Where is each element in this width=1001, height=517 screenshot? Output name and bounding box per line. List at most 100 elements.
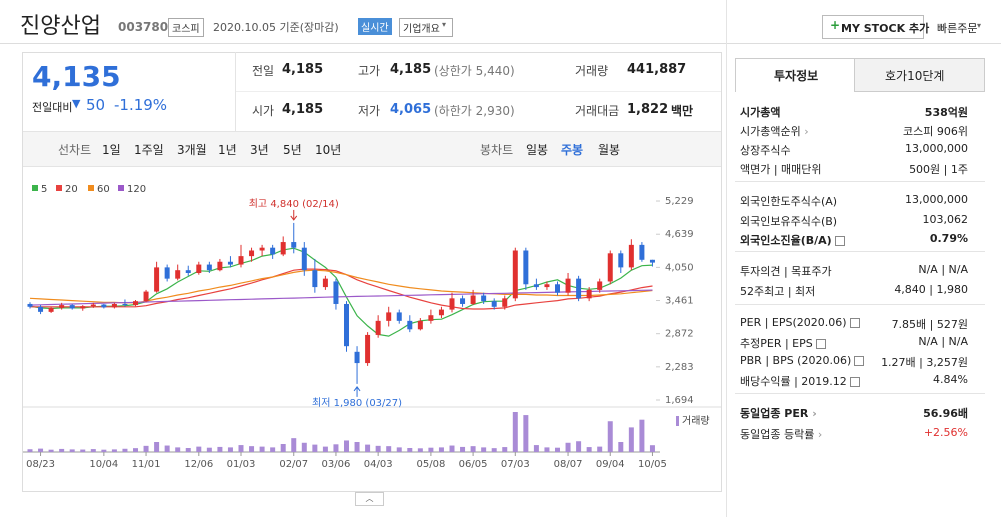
tab[interactable]: 월봉 — [598, 143, 621, 157]
change-label: 전일대비 — [32, 101, 73, 114]
candle-body — [333, 281, 339, 304]
volume-bar — [618, 442, 624, 452]
tab[interactable]: 10년 — [315, 143, 342, 157]
stock-code: 003780 — [118, 20, 169, 34]
candle-body — [438, 309, 444, 316]
volume-bar — [227, 447, 233, 452]
info-value: 코스피 906위 — [903, 125, 968, 138]
volume-bar — [628, 427, 634, 452]
volume-bar — [238, 445, 244, 452]
quote-label: 저가 — [358, 104, 381, 118]
candle-body — [322, 278, 328, 288]
volume-bar — [555, 447, 560, 452]
volume-bar — [533, 445, 539, 452]
volume-bar — [27, 449, 33, 452]
info-value: 0.79% — [929, 232, 968, 245]
info-label: 외국인소진율(B/A) — [740, 232, 845, 248]
mystock-button[interactable]: MY STOCK 추가 — [841, 22, 930, 35]
y-tick-label: 4,050 — [665, 262, 694, 273]
tab[interactable]: 일봉 — [526, 143, 549, 157]
volume-bar — [185, 448, 191, 452]
tab[interactable]: 1일 — [102, 143, 121, 157]
tab[interactable]: 5년 — [283, 143, 302, 157]
divider — [236, 91, 721, 92]
quick-order[interactable]: 빠른주문 — [937, 22, 978, 35]
annotation: 최고 4,840 (02/14) — [249, 198, 339, 210]
collapse-button[interactable]: ︿ — [355, 492, 384, 506]
y-tick-label: 3,461 — [665, 296, 694, 307]
info-label: 시가총액 — [740, 106, 781, 119]
candle-body — [291, 242, 297, 248]
quote-label: 전일 — [252, 64, 275, 78]
x-tick-label: 11/01 — [132, 459, 161, 470]
help-icon[interactable] — [834, 236, 845, 246]
info-label[interactable]: 시가총액순위 — [740, 123, 809, 139]
volume-bar — [354, 442, 360, 452]
info-value: 4.84% — [933, 373, 968, 386]
tab[interactable]: 주봉 — [561, 143, 584, 157]
separator — [735, 181, 985, 182]
volume-bar — [175, 447, 181, 452]
candle-body — [27, 303, 33, 307]
info-label[interactable]: 동일업종 PER — [740, 405, 817, 421]
volume-bar — [154, 442, 160, 452]
info-label: 외국인한도주식수(A) — [740, 195, 838, 208]
volume-bar — [90, 449, 96, 452]
info-value: 56.96배 — [923, 407, 968, 420]
volume-bar — [38, 448, 44, 452]
mystock-box[interactable] — [822, 15, 924, 39]
info-value: 1.27배 | 3,257원 — [881, 356, 968, 369]
volume-legend-swatch — [676, 416, 679, 426]
x-tick-label: 07/03 — [501, 459, 530, 470]
candle-body — [301, 247, 307, 271]
x-tick-label: 04/03 — [364, 459, 393, 470]
overview-button[interactable]: 기업개요 — [399, 18, 453, 37]
help-icon[interactable] — [849, 318, 860, 328]
panel-divider — [726, 0, 727, 517]
volume-bar — [407, 448, 413, 452]
volume-bar — [48, 449, 54, 452]
candle-body — [354, 351, 360, 364]
volume-bar — [639, 419, 645, 452]
volume-bar — [365, 444, 371, 452]
x-tick-label: 06/05 — [459, 459, 488, 470]
tab[interactable]: 1년 — [218, 143, 237, 157]
candle-body — [238, 256, 244, 265]
dropdown-icon: ▾ — [977, 21, 982, 30]
tab[interactable]: 3개월 — [177, 143, 207, 157]
x-tick-label: 08/07 — [554, 459, 583, 470]
separator — [735, 251, 985, 252]
tab[interactable]: 3년 — [250, 143, 269, 157]
volume-bar — [565, 442, 571, 452]
moving-average — [30, 268, 653, 310]
candle-body — [249, 250, 255, 257]
volume-bar — [217, 446, 223, 452]
volume-bar — [417, 448, 423, 452]
help-icon[interactable] — [849, 377, 860, 387]
annotation-arrowhead — [353, 386, 361, 392]
x-tick-label: 02/07 — [279, 459, 308, 470]
candle-body — [396, 312, 402, 321]
legend-label: 5 — [41, 184, 47, 195]
x-tick-label: 10/05 — [638, 459, 667, 470]
realtime-badge[interactable]: 실시간 — [358, 18, 392, 35]
candle-body — [69, 305, 75, 309]
candle-body — [59, 305, 65, 308]
tab[interactable]: 1주일 — [134, 143, 164, 157]
quote-value: 1,822 — [627, 102, 669, 117]
legend-swatch — [118, 185, 124, 191]
tab-label: 봉차트 — [480, 143, 514, 157]
help-icon[interactable] — [854, 356, 865, 366]
volume-bar — [576, 441, 582, 452]
info-tab[interactable]: 호가10단계 — [885, 69, 945, 83]
info-tab[interactable]: 투자정보 — [774, 69, 819, 83]
quote-value: 4,065 — [390, 102, 432, 117]
volume-bar — [502, 447, 508, 452]
info-label[interactable]: 동일업종 등락률 — [740, 426, 822, 442]
candle-body — [111, 303, 117, 308]
x-tick-label: 08/23 — [26, 459, 55, 470]
help-icon[interactable] — [815, 339, 826, 349]
candle-body — [154, 267, 160, 292]
candle-body — [270, 247, 276, 255]
